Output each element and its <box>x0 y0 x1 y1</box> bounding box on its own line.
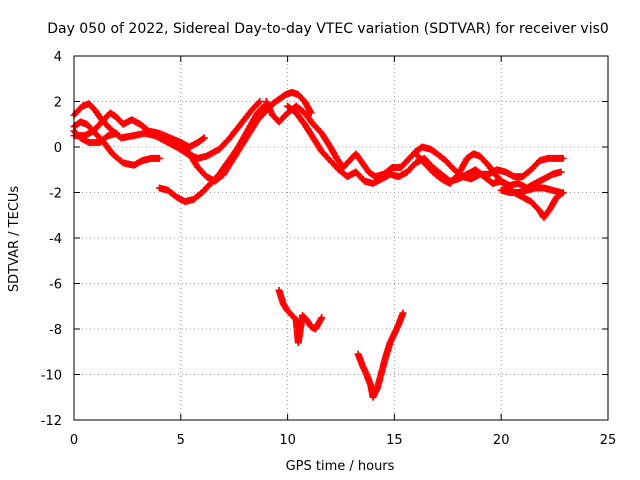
series-arc-g <box>262 98 567 183</box>
grid-lines <box>74 56 608 420</box>
y-tick-label: -8 <box>49 323 62 338</box>
y-tick-label: 0 <box>54 141 62 156</box>
y-tick-label: -4 <box>49 232 62 247</box>
data-point <box>199 135 207 143</box>
series-arc-k <box>275 286 326 347</box>
x-tick-label: 25 <box>600 433 617 448</box>
series-arc-f <box>177 88 315 185</box>
data-point <box>200 134 208 142</box>
axis-ticks: 0 5 10 15 20 25 -12 -10 -8 -6 -4 -2 0 2 4 <box>41 50 617 448</box>
data-point <box>306 107 314 115</box>
data-point <box>557 168 565 176</box>
x-tick-label: 0 <box>70 433 78 448</box>
data-point <box>399 309 407 317</box>
x-tick-label: 15 <box>386 433 403 448</box>
data-point <box>307 109 315 117</box>
y-tick-label: -2 <box>49 187 62 202</box>
x-tick-label: 5 <box>177 433 185 448</box>
data-point <box>317 315 325 323</box>
y-tick-label: 2 <box>54 96 62 111</box>
y-tick-label: -10 <box>41 369 62 384</box>
x-tick-label: 20 <box>493 433 510 448</box>
x-tick-label: 10 <box>279 433 296 448</box>
data-points <box>70 88 567 401</box>
data-point <box>155 154 163 162</box>
y-tick-label: -12 <box>41 414 62 429</box>
data-point <box>318 314 326 322</box>
data-point <box>256 98 264 105</box>
series-arc-b <box>70 118 163 169</box>
series-arc-j <box>497 184 565 196</box>
chart-title: Day 050 of 2022, Sidereal Day-to-day VTE… <box>47 21 609 37</box>
data-point <box>557 189 565 196</box>
data-point <box>254 99 262 107</box>
y-tick-label: 4 <box>54 50 62 65</box>
y-tick-label: -6 <box>49 278 62 293</box>
data-point <box>113 129 121 137</box>
y-axis-label: SDTVAR / TECUs <box>7 186 22 293</box>
data-point <box>559 154 567 162</box>
series-arc-i <box>412 150 567 222</box>
series-arc-l <box>354 309 407 401</box>
x-axis-label: GPS time / hours <box>286 459 395 474</box>
